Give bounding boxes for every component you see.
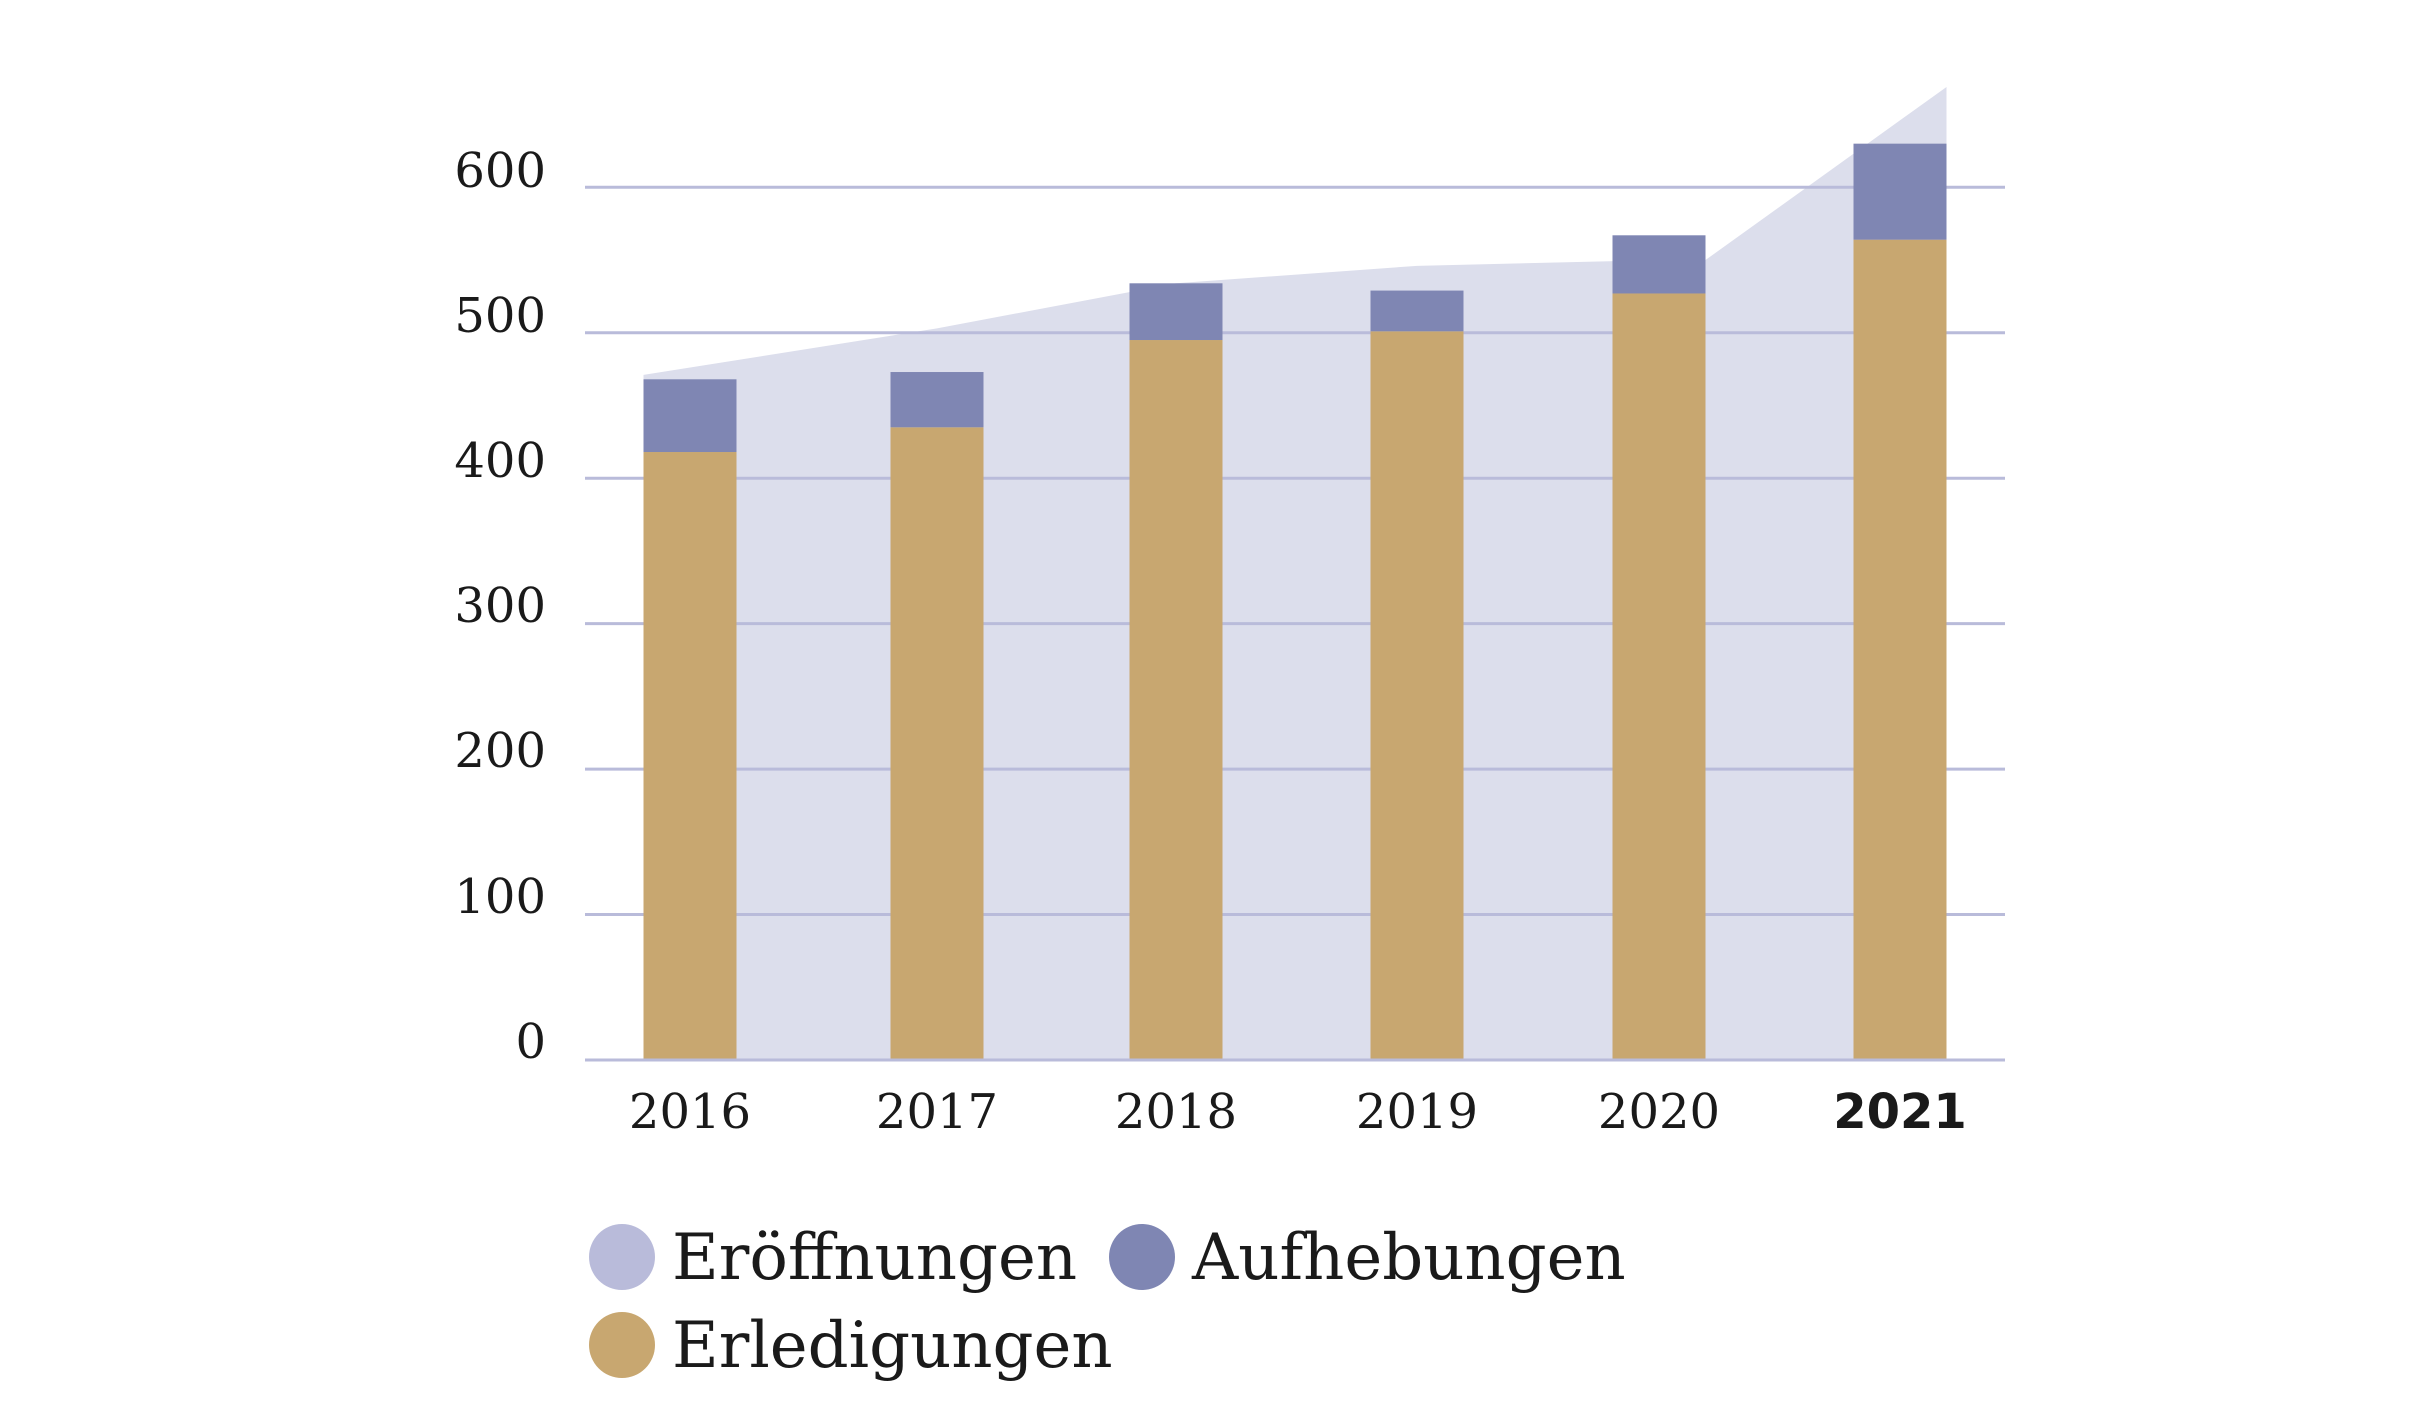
legend-label-erledigungen: Erledigungen [672, 1309, 1113, 1383]
legend-item-erledigungen: Erledigungen [589, 1309, 1113, 1383]
legend-item-eroeffnungen: Eröffnungen [589, 1221, 1077, 1295]
x-tick-label-highlight: 2021 [1833, 1084, 1967, 1140]
x-tick-label: 2020 [1598, 1084, 1720, 1140]
x-axis-labels: 2016 2017 2018 2019 2020 2021 [629, 1084, 1967, 1140]
legend-swatch-erledigungen [589, 1312, 655, 1378]
bar-erledigungen-2021 [1853, 239, 1947, 1061]
grid-layer [585, 185, 2005, 917]
y-tick-label: 500 [454, 288, 546, 344]
legend-swatch-aufhebungen [1109, 1224, 1175, 1290]
x-tick-label: 2018 [1115, 1084, 1237, 1140]
bar-erledigungen-2020 [1612, 293, 1706, 1060]
legend-label-aufhebungen: Aufhebungen [1191, 1221, 1626, 1295]
y-tick-label: 200 [454, 723, 546, 779]
x-tick-label: 2016 [629, 1084, 751, 1140]
y-axis-labels: 0 100 200 300 400 500 600 [454, 143, 546, 1070]
bar-aufhebungen-2016 [643, 379, 737, 453]
y-tick-label: 400 [454, 433, 546, 489]
bar-erledigungen-2018 [1129, 340, 1223, 1061]
legend-item-aufhebungen: Aufhebungen [1109, 1221, 1626, 1295]
x-tick-label: 2019 [1356, 1084, 1478, 1140]
bar-layer [643, 143, 1947, 1061]
y-tick-label: 300 [454, 578, 546, 634]
y-tick-label: 0 [515, 1014, 546, 1070]
bar-aufhebungen-2021 [1853, 143, 1947, 240]
bar-aufhebungen-2017 [890, 372, 984, 428]
x-tick-label: 2017 [876, 1084, 998, 1140]
bar-erledigungen-2017 [890, 427, 984, 1061]
legend: Eröffnungen Aufhebungen Erledigungen [589, 1221, 1626, 1383]
bar-aufhebungen-2019 [1370, 290, 1464, 332]
y-tick-label: 100 [454, 869, 546, 925]
legend-swatch-eroeffnungen [589, 1224, 655, 1290]
legend-label-eroeffnungen: Eröffnungen [672, 1221, 1077, 1295]
bar-erledigungen-2016 [643, 452, 737, 1060]
bar-aufhebungen-2018 [1129, 283, 1223, 341]
bar-erledigungen-2019 [1370, 331, 1464, 1060]
bar-aufhebungen-2020 [1612, 235, 1706, 294]
y-tick-label: 600 [454, 143, 546, 199]
